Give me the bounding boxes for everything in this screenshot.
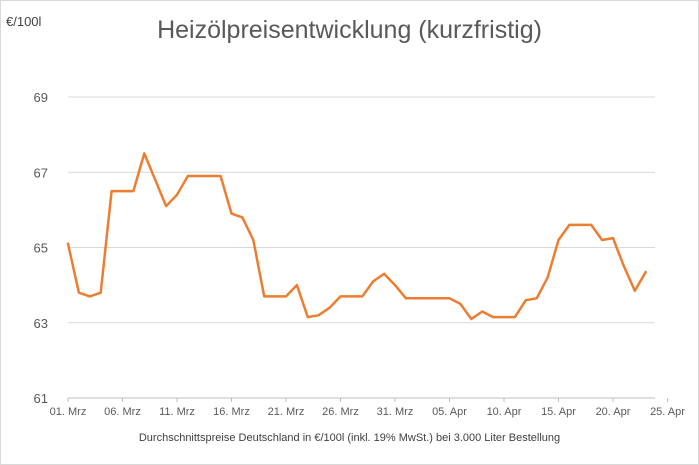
- data-point: [88, 295, 91, 298]
- data-point: [633, 289, 636, 292]
- data-point: [186, 175, 189, 178]
- data-point: [121, 190, 124, 193]
- x-tick-label: 10. Apr: [487, 406, 522, 418]
- data-point: [317, 314, 320, 317]
- data-point: [535, 297, 538, 300]
- data-point: [372, 280, 375, 283]
- x-tick-label: 01. Mrz: [50, 406, 87, 418]
- data-point: [285, 295, 287, 298]
- data-point: [241, 216, 244, 219]
- data-point: [230, 212, 233, 215]
- data-point: [339, 295, 342, 298]
- data-point: [470, 317, 473, 320]
- data-point: [601, 238, 604, 241]
- data-point: [306, 316, 309, 319]
- data-point: [383, 272, 386, 275]
- x-tick-label: 11. Mrz: [159, 406, 195, 418]
- data-point: [252, 238, 255, 241]
- series-layer: [66, 152, 647, 321]
- x-tick-label: 20. Apr: [596, 406, 631, 418]
- x-tick-label: 26. Mrz: [322, 406, 359, 418]
- data-point: [426, 297, 429, 300]
- y-tick-label: 67: [34, 165, 48, 180]
- data-point: [481, 310, 484, 313]
- data-point: [99, 291, 102, 294]
- x-tick-label: 25. Apr: [650, 406, 685, 418]
- x-axis-caption: Durchschnittspreise Deutschland in €/100…: [138, 432, 561, 444]
- data-point: [415, 297, 418, 300]
- x-tick-label: 15. Apr: [541, 406, 576, 418]
- data-point: [154, 178, 157, 181]
- data-point: [208, 175, 211, 178]
- data-point: [622, 265, 625, 268]
- data-point: [295, 284, 298, 287]
- y-axis-unit-label: €/100l: [6, 14, 42, 29]
- data-point: [67, 242, 69, 245]
- data-point: [546, 276, 549, 279]
- y-tick-label: 65: [34, 241, 48, 256]
- data-point: [492, 316, 495, 319]
- x-tick-label: 16. Mrz: [213, 406, 250, 418]
- data-point: [350, 295, 353, 298]
- x-tick-label: 05. Apr: [432, 406, 467, 418]
- data-point: [328, 306, 331, 309]
- data-point: [263, 295, 266, 298]
- data-point: [143, 152, 146, 155]
- data-point: [132, 190, 135, 193]
- data-point: [579, 223, 582, 226]
- gridlines: [68, 96, 655, 399]
- data-point: [459, 302, 462, 305]
- data-point: [557, 238, 560, 241]
- data-point: [176, 193, 178, 196]
- y-tick-label: 63: [34, 316, 48, 331]
- data-point: [524, 299, 527, 302]
- x-tick-label: 06. Mrz: [104, 406, 141, 418]
- x-tick-label: 31. Mrz: [377, 406, 414, 418]
- chart-title: Heizölpreisentwicklung (kurzfristig): [157, 16, 542, 44]
- data-point: [404, 297, 407, 300]
- x-tick-label: 21. Mrz: [268, 406, 305, 418]
- data-point: [77, 291, 80, 294]
- data-point: [644, 270, 647, 273]
- data-point: [394, 284, 396, 287]
- data-point: [568, 223, 571, 226]
- y-axis-tick-labels: 61 63 65 67 69: [34, 90, 48, 406]
- x-axis-tick-labels: 01. Mrz 06. Mrz 11. Mrz 16. Mrz 21. Mrz 26. M…: [50, 398, 685, 418]
- data-point: [612, 237, 614, 240]
- data-point: [590, 223, 593, 226]
- y-tick-label: 61: [34, 391, 48, 406]
- data-point: [437, 297, 440, 300]
- y-tick-label: 69: [34, 90, 48, 105]
- data-point: [448, 297, 451, 300]
- data-point: [274, 295, 277, 298]
- data-point: [197, 175, 200, 178]
- data-point: [165, 205, 168, 208]
- data-point: [361, 295, 364, 298]
- data-point: [513, 316, 516, 319]
- data-point: [219, 175, 222, 178]
- data-point: [110, 190, 113, 193]
- data-point: [503, 316, 505, 319]
- series-line: [66, 152, 647, 321]
